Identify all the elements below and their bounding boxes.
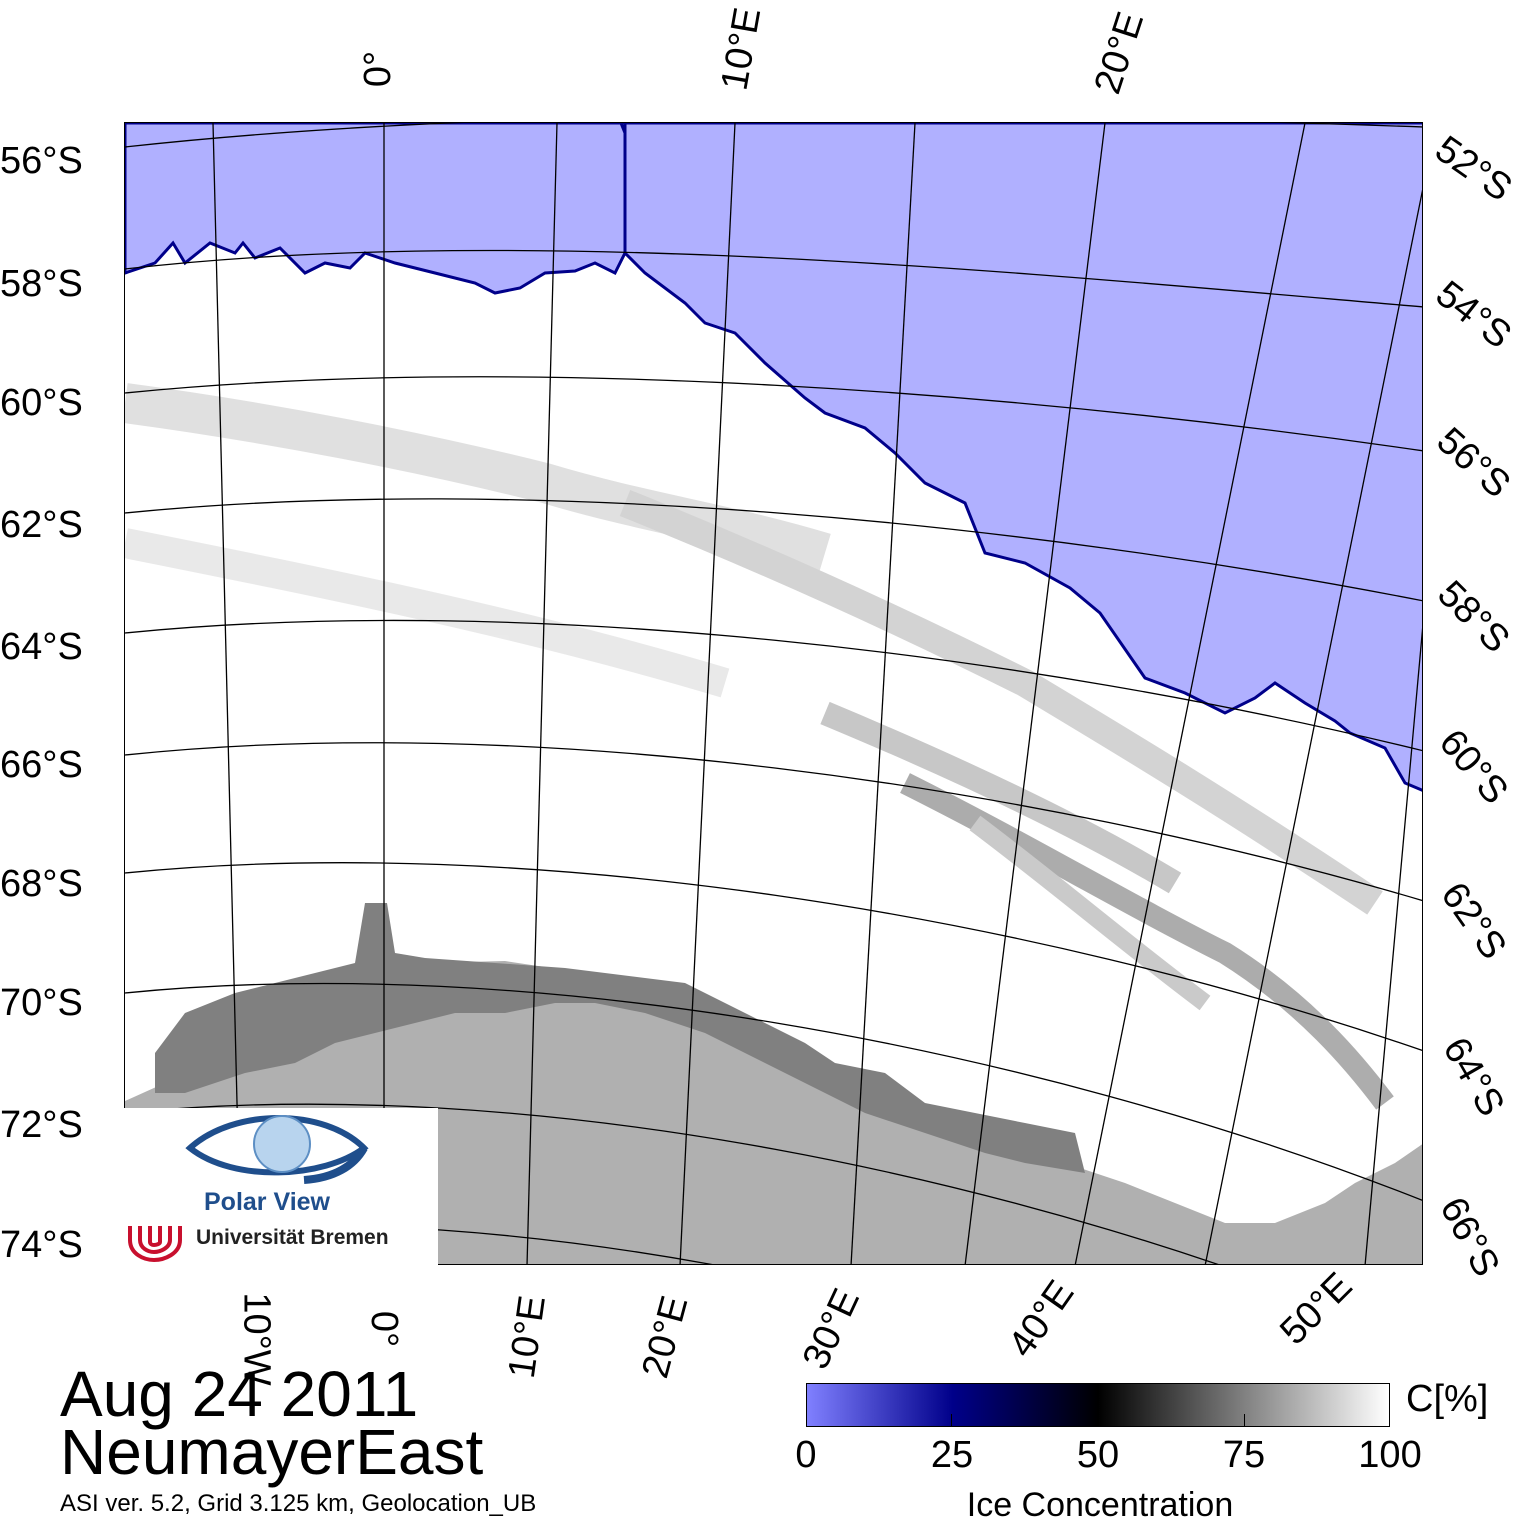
meridian-10E — [526, 123, 558, 1264]
lon-label: 20°E — [634, 1291, 697, 1383]
polar-view-logo: Polar View Universität Bremen — [124, 1108, 438, 1265]
meridian-10W — [212, 123, 242, 1264]
lon-label: 0° — [363, 1310, 406, 1348]
lat-label: 58°S — [1429, 572, 1518, 662]
lat-label: 70°S — [0, 982, 83, 1024]
meridian-70E — [1364, 627, 1422, 1264]
lat-label: 66°S — [1431, 1190, 1508, 1284]
lat-label: 54°S — [1427, 272, 1519, 358]
map-region: NeumayerEast — [60, 1416, 484, 1488]
open-ocean — [125, 123, 1422, 792]
meridian-60E — [1204, 189, 1422, 1264]
colorbar-tick-label: 75 — [1222, 1434, 1266, 1476]
eye-icon — [128, 1115, 369, 1263]
university-seal-icon — [128, 1226, 182, 1263]
colorbar-tick — [1244, 1414, 1245, 1427]
colorbar-tick-label: 0 — [795, 1434, 817, 1476]
lon-label: 50°E — [1272, 1264, 1361, 1354]
colorbar-title: Ice Concentration — [966, 1486, 1234, 1524]
lat-label: 58°S — [0, 263, 83, 305]
map-canvas — [125, 123, 1422, 1264]
parallel-64S — [125, 619, 1422, 752]
meridian-50E — [1074, 123, 1306, 1264]
reduced-concentration-streaks — [125, 383, 1394, 1110]
lat-label: 68°S — [0, 863, 83, 905]
meridian-40E — [964, 123, 1106, 1264]
graticule — [125, 123, 1422, 1264]
lat-label: 56°S — [1428, 419, 1519, 507]
parallel-66S — [125, 742, 1422, 902]
colorbar-tick — [951, 1414, 952, 1427]
parallel-56S — [125, 123, 1422, 148]
parallel-60S — [125, 376, 1422, 452]
map-date: Aug 24 2011 — [60, 1358, 419, 1430]
lat-label: 62°S — [0, 504, 83, 546]
lon-label: 0° — [357, 50, 400, 88]
lon-label: 10°E — [713, 4, 770, 94]
parallel-62S — [125, 498, 1422, 602]
colorbar-unit: C[%] — [1406, 1378, 1489, 1420]
lon-label: 20°E — [1086, 7, 1153, 99]
lat-label: 52°S — [1427, 128, 1520, 210]
lat-label: 74°S — [0, 1224, 83, 1266]
lat-label: 60°S — [0, 382, 83, 424]
lat-label: 62°S — [1432, 875, 1515, 967]
antarctic-land — [125, 961, 1422, 1264]
processing-info: ASI ver. 5.2, Grid 3.125 km, Geolocation… — [60, 1490, 537, 1517]
colorbar-tick-label: 100 — [1358, 1434, 1422, 1476]
parallel-70S — [125, 982, 1422, 1201]
lat-label: 64°S — [0, 626, 83, 668]
colorbar-tick — [1098, 1414, 1099, 1427]
logo-institution: Universität Bremen — [196, 1226, 389, 1249]
colorbar-tick-label: 50 — [1076, 1434, 1120, 1476]
lat-label: 64°S — [1434, 1030, 1513, 1124]
lat-label: 72°S — [0, 1104, 83, 1146]
parallel-68S — [125, 862, 1422, 1052]
lat-label: 56°S — [0, 140, 83, 182]
logo-title: Polar View — [204, 1188, 330, 1216]
lon-label: 40°E — [1000, 1273, 1083, 1365]
ice-shelf — [155, 903, 1085, 1173]
lon-label: 10°E — [500, 1293, 554, 1381]
lon-label: 30°E — [794, 1282, 868, 1376]
meridian-30E — [850, 123, 916, 1264]
colorbar-tick-label: 25 — [930, 1434, 974, 1476]
lat-label: 66°S — [0, 744, 83, 786]
parallel-72S — [125, 1103, 1219, 1264]
lat-label: 60°S — [1430, 721, 1517, 813]
parallel-58S — [125, 249, 1422, 308]
meridian-20E — [679, 123, 736, 1264]
sea-ice-map — [124, 122, 1423, 1265]
